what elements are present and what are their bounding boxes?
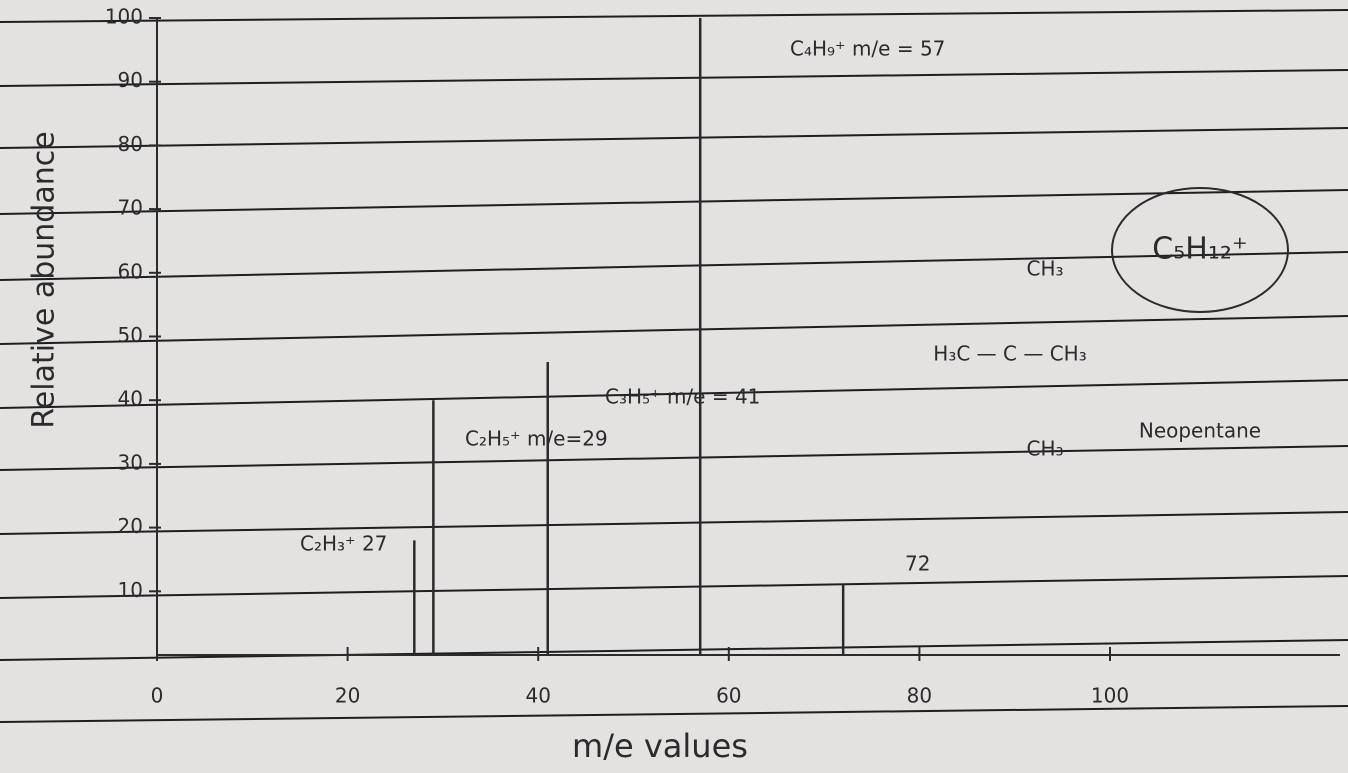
y-tick-label: 90 xyxy=(118,68,143,92)
chart: Relative abundance m/e values 10 20 30 40 50… xyxy=(0,0,1348,773)
y-tick-label: 80 xyxy=(118,132,143,156)
y-tick-label: 70 xyxy=(118,196,143,220)
annotation: CH₃ xyxy=(1026,257,1063,281)
x-tick-label: 40 xyxy=(525,684,550,708)
x-tick-label: 100 xyxy=(1091,684,1129,708)
annotation: C₂H₃⁺ 27 xyxy=(300,532,387,556)
annotation: 72 xyxy=(905,552,930,576)
y-tick-label: 50 xyxy=(118,323,143,347)
annotation: Neopentane xyxy=(1139,419,1261,443)
annotation: C₅H₁₂⁺ xyxy=(1152,232,1247,267)
y-tick-label: 20 xyxy=(118,514,143,538)
y-axis-label: Relative abundance xyxy=(27,131,62,428)
x-tick-label: 0 xyxy=(151,684,164,708)
x-axis-label: m/e values xyxy=(572,727,748,765)
annotation: C₄H₉⁺ m/e = 57 xyxy=(790,37,945,61)
annotation: C₂H₅⁺ m/e=29 xyxy=(465,427,608,451)
x-tick-label: 20 xyxy=(335,684,360,708)
annotation: CH₃ xyxy=(1026,437,1063,461)
y-tick-label: 40 xyxy=(118,387,143,411)
y-tick-label: 30 xyxy=(118,450,143,474)
ruled-paper xyxy=(0,10,1348,722)
y-tick-label: 100 xyxy=(105,5,143,29)
y-tick-label: 10 xyxy=(118,578,143,602)
x-tick-label: 80 xyxy=(907,684,932,708)
x-tick-label: 60 xyxy=(716,684,741,708)
annotation: H₃C — C — CH₃ xyxy=(933,342,1086,366)
annotation: C₃H₅⁺ m/e = 41 xyxy=(605,385,760,409)
y-tick-label: 60 xyxy=(118,259,143,283)
